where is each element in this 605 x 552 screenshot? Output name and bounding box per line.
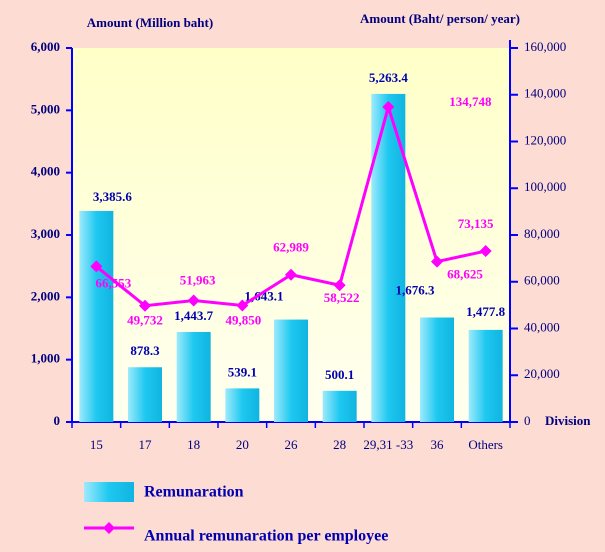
bar-value-label: 878.3 (130, 343, 160, 358)
bar (79, 210, 114, 422)
line-value-label: 51,963 (180, 273, 216, 288)
legend-label: Remunaration (144, 484, 244, 501)
x-tick-label: 36 (431, 437, 445, 452)
bar-value-label: 5,263.4 (369, 70, 409, 85)
x-tick-label: 20 (236, 437, 249, 452)
y-tick-label: 5,000 (31, 101, 60, 116)
legend-label: Annual remunaration per employee (144, 528, 388, 545)
bar (128, 367, 162, 422)
line-marker (479, 245, 492, 258)
y2-tick-label: 40,000 (524, 319, 560, 334)
x-tick-label: 29,31 -33 (363, 437, 413, 452)
y-tick-label: 0 (54, 413, 61, 428)
line-marker (236, 299, 249, 312)
line-marker (187, 294, 200, 307)
bar (274, 319, 308, 422)
y2-tick-label: 20,000 (524, 366, 560, 381)
bar-value-label: 1,643.1 (245, 289, 284, 304)
bar-value-label: 500.1 (325, 367, 354, 382)
legend-marker (103, 522, 115, 534)
bar (322, 390, 357, 422)
bar-value-label: 539.1 (228, 364, 257, 379)
line-value-label: 66,553 (95, 275, 131, 290)
legend-swatch (84, 482, 134, 502)
x-tick-label: 26 (285, 437, 299, 452)
y2-tick-label: 80,000 (524, 226, 560, 241)
line-value-label: 134,748 (449, 94, 492, 109)
line-marker (431, 255, 443, 268)
line-value-label: 58,522 (324, 290, 360, 305)
y2-tick-label: 100,000 (524, 179, 566, 194)
line-value-label: 49,732 (127, 313, 163, 328)
y2-tick-label: 140,000 (524, 86, 566, 101)
bar-value-label: 3,385.6 (93, 189, 133, 204)
y2-axis-title: Amount (Baht/ person/ year) (360, 11, 520, 26)
y2-tick-label: 120,000 (524, 132, 566, 147)
bar (468, 329, 503, 422)
x-tick-label: Others (468, 437, 503, 452)
bar (420, 317, 454, 422)
x-tick-label: 28 (333, 437, 346, 452)
y2-tick-label: 0 (524, 413, 531, 428)
bar-value-label: 1,443.7 (174, 308, 214, 323)
bar (176, 332, 211, 422)
line-value-label: 68,625 (447, 267, 483, 282)
x-tick-label: 15 (90, 437, 103, 452)
y-axis-title: Amount (Million baht) (87, 15, 213, 30)
line-value-label: 49,850 (225, 312, 261, 327)
line-value-label: 73,135 (458, 216, 494, 231)
line-value-label: 62,989 (273, 240, 309, 255)
y-tick-label: 3,000 (31, 226, 60, 241)
bar-value-label: 1,477.8 (466, 304, 506, 319)
y-tick-label: 1,000 (31, 351, 60, 366)
line-marker (139, 299, 151, 312)
x-tick-label: 17 (139, 437, 153, 452)
bar (225, 388, 260, 422)
line-marker (382, 101, 395, 114)
bar-value-label: 1,676.3 (396, 282, 436, 297)
line-marker (90, 260, 103, 273)
y2-tick-label: 60,000 (524, 273, 560, 288)
y2-tick-label: 160,000 (524, 39, 566, 54)
x-tick-label: 18 (187, 437, 200, 452)
x-axis-title: Division (545, 413, 591, 428)
line-marker (285, 268, 297, 281)
line-marker (333, 279, 346, 292)
y-tick-label: 4,000 (31, 164, 60, 179)
y-tick-label: 6,000 (31, 39, 60, 54)
y-tick-label: 2,000 (31, 288, 60, 303)
